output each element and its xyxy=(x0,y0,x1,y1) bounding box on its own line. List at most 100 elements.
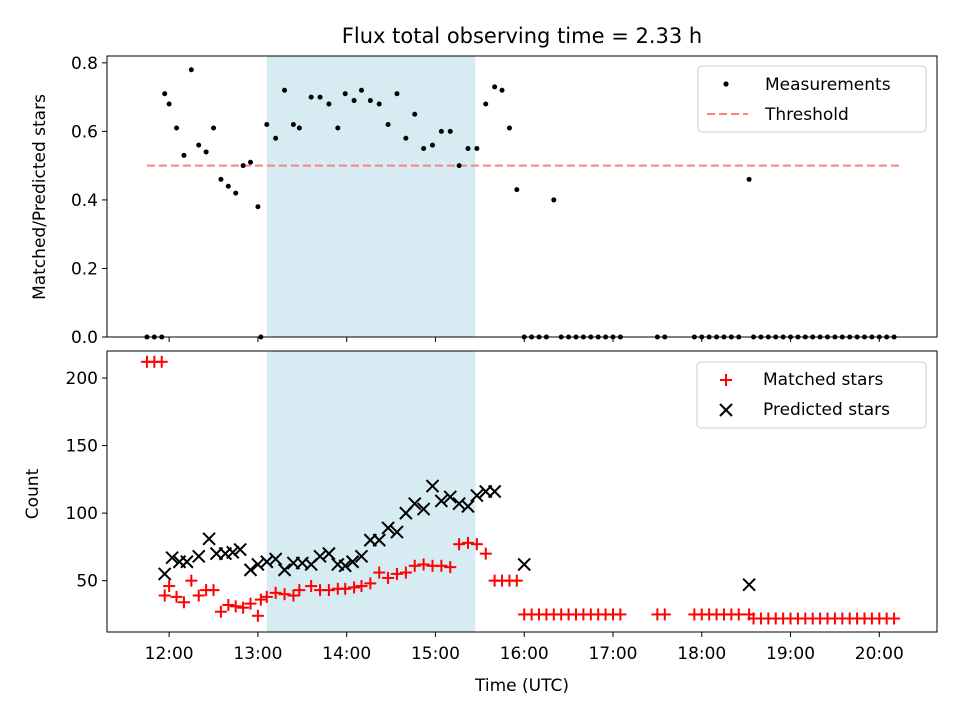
matched-star-point xyxy=(461,536,474,549)
measurement-point xyxy=(273,135,279,141)
measurement-point xyxy=(196,142,202,148)
matched-star-point xyxy=(305,580,318,593)
predicted-star-stroke-b xyxy=(313,549,327,564)
measurement-point xyxy=(506,125,512,131)
measurement-point xyxy=(492,84,498,90)
matched-star-point xyxy=(229,600,242,613)
matched-star-point xyxy=(251,609,264,622)
measurement-point xyxy=(233,190,239,196)
top-plot-frame xyxy=(106,55,938,338)
matched-star-point xyxy=(260,590,273,603)
predicted-star-stroke-b xyxy=(226,545,240,560)
predicted-star-stroke-b xyxy=(331,557,345,572)
predicted-star-stroke-b xyxy=(354,549,369,564)
matched-star-point xyxy=(278,588,291,601)
predicted-star-point xyxy=(390,525,404,539)
bottom-x-tick-label: 12:00 xyxy=(145,644,194,664)
predicted-star-point xyxy=(243,563,258,577)
legend-label-matched-stars: Matched stars xyxy=(763,370,883,390)
predicted-star-stroke-b xyxy=(251,557,265,572)
predicted-star-stroke-b xyxy=(233,542,247,557)
predicted-star-point xyxy=(202,532,216,546)
measurement-point xyxy=(376,101,382,107)
matched-star-point xyxy=(177,596,190,609)
matched-star-point xyxy=(158,589,171,602)
matched-star-point xyxy=(888,612,901,625)
matched-star-point xyxy=(237,601,250,614)
measurement-point xyxy=(447,128,453,134)
matched-star-point xyxy=(293,584,306,597)
matched-star-point xyxy=(214,605,227,618)
predicted-star-stroke-b xyxy=(408,496,422,511)
matched-star-point xyxy=(207,584,220,597)
predicted-star-point xyxy=(268,552,283,566)
bottom-x-tick-label: 19:00 xyxy=(766,644,815,664)
matched-star-point xyxy=(470,538,483,551)
matched-star-point xyxy=(339,582,352,595)
matched-star-point xyxy=(185,574,198,587)
predicted-star-point xyxy=(345,555,360,569)
matched-star-point xyxy=(269,586,282,599)
measurement-point xyxy=(282,87,288,93)
measurement-point xyxy=(465,146,471,152)
matched-stars-series xyxy=(140,355,901,625)
measurement-point xyxy=(203,149,209,155)
matched-star-point xyxy=(417,558,430,571)
bottom-x-tick-label: 18:00 xyxy=(677,644,726,664)
matched-star-point xyxy=(364,577,377,590)
matched-star-point xyxy=(390,567,403,580)
predicted-star-stroke-b xyxy=(742,578,756,592)
bottom-y-tick-label: 150 xyxy=(66,437,98,457)
predicted-star-stroke-b xyxy=(260,555,274,569)
measurement-point xyxy=(456,163,462,169)
legend-marker-measurements xyxy=(723,81,729,87)
matched-star-point xyxy=(399,566,412,579)
predicted-star-point xyxy=(452,496,466,511)
measurement-point xyxy=(438,128,444,134)
matched-star-point xyxy=(510,574,523,587)
predicted-star-point xyxy=(381,521,395,535)
legend-marker-predicted-stars xyxy=(719,403,733,417)
measurement-point xyxy=(367,98,373,104)
bottom-plot-frame xyxy=(106,350,938,633)
matched-star-point xyxy=(453,538,466,551)
top-observing-span xyxy=(266,56,476,337)
predicted-star-point xyxy=(408,496,422,511)
matched-star-point xyxy=(192,589,205,602)
predicted-star-point xyxy=(372,533,386,547)
matched-star-point xyxy=(170,590,183,603)
top-x-axis-ticks xyxy=(168,337,880,342)
measurement-point xyxy=(403,135,409,141)
top-y-tick-label: 0.8 xyxy=(71,54,98,74)
bottom-x-tick-label: 17:00 xyxy=(588,644,637,664)
predicted-star-point xyxy=(434,494,449,508)
predicted-star-stroke-b xyxy=(434,494,449,508)
measurement-point xyxy=(342,91,348,97)
bottom-x-tick-label: 14:00 xyxy=(322,644,371,664)
predicted-star-stroke-b xyxy=(243,563,258,577)
predicted-star-stroke-b xyxy=(517,557,531,572)
measurement-point xyxy=(429,142,435,148)
measurement-point xyxy=(394,91,400,97)
matched-star-point xyxy=(614,608,627,621)
matched-star-point xyxy=(155,355,168,368)
measurement-point xyxy=(218,176,224,182)
predicted-star-point xyxy=(470,488,484,503)
top-y-tick-label: 0.2 xyxy=(71,259,98,279)
matched-star-point xyxy=(444,561,457,574)
matched-star-point xyxy=(244,597,257,610)
predicted-star-stroke-b xyxy=(390,525,404,539)
top-y-tick-label: 0.4 xyxy=(71,191,98,211)
predicted-stars-series xyxy=(157,479,756,592)
predicted-star-point xyxy=(742,578,756,592)
predicted-star-point xyxy=(416,502,431,516)
bottom-y-tick-label: 100 xyxy=(66,504,98,524)
measurement-point xyxy=(483,101,489,107)
legend-label-measurements: Measurements xyxy=(765,75,891,95)
predicted-star-stroke-b xyxy=(202,532,216,546)
legend-marker-matched-stars xyxy=(720,374,732,386)
matched-star-point xyxy=(479,547,492,560)
matched-star-point xyxy=(254,593,267,606)
